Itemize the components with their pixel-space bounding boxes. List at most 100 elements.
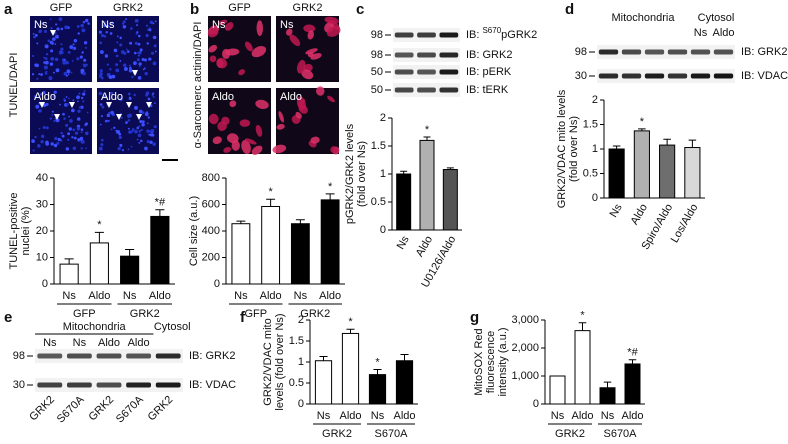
arrowhead <box>106 102 112 108</box>
nucleus <box>67 132 71 136</box>
nucleus <box>54 136 58 141</box>
nucleus <box>50 56 55 61</box>
nucleus <box>78 92 81 95</box>
nucleus <box>80 147 83 150</box>
nucleus <box>38 94 41 96</box>
treatment-label: Ns <box>73 337 87 349</box>
nucleus <box>53 143 58 148</box>
y-tick-label: 0.5 <box>289 377 304 389</box>
nucleus <box>148 28 152 32</box>
nucleus <box>150 51 155 55</box>
blot-band <box>37 353 63 359</box>
nucleus <box>51 113 54 116</box>
nucleus <box>60 27 64 31</box>
nucleus <box>141 122 145 127</box>
nucleus <box>138 65 141 68</box>
x-tick-label: Aldo <box>149 290 171 302</box>
nucleus <box>83 58 87 62</box>
nucleus <box>149 140 153 144</box>
nucleus <box>128 113 132 118</box>
lane-label: GRK2 <box>86 394 116 424</box>
nucleus <box>43 56 46 59</box>
nucleus <box>121 22 125 25</box>
nucleus <box>145 24 149 27</box>
error-bar <box>400 353 409 361</box>
row-label: Aldo <box>212 91 234 103</box>
nucleus <box>83 63 87 68</box>
treatment-label: Ns <box>43 337 57 349</box>
nucleus <box>56 141 60 145</box>
nucleus <box>99 41 102 45</box>
nucleus <box>49 117 52 120</box>
bar <box>574 330 591 405</box>
nucleus <box>44 57 48 60</box>
blot-band <box>417 32 436 38</box>
cell <box>326 26 341 37</box>
y-tick-label: 0 <box>214 278 220 290</box>
nucleus <box>136 126 140 130</box>
nucleus <box>55 68 60 73</box>
nucleus <box>72 99 75 102</box>
blot-band <box>417 69 436 75</box>
bar <box>120 255 140 285</box>
nucleus <box>138 125 141 128</box>
cell <box>238 69 246 76</box>
error-bar <box>64 258 74 265</box>
nucleus <box>147 116 150 119</box>
nucleus <box>76 126 81 131</box>
nucleus <box>139 119 143 124</box>
nucleus <box>101 105 105 109</box>
nucleus <box>115 68 120 73</box>
nucleus <box>106 24 109 28</box>
nucleus <box>45 142 50 146</box>
y-axis-label: (fold over Ns) <box>356 141 368 207</box>
nucleus <box>110 21 114 25</box>
bar <box>341 332 360 405</box>
nucleus <box>141 120 145 124</box>
group-label: GRK2 <box>130 308 160 320</box>
nucleus <box>65 147 70 151</box>
nucleus <box>45 70 48 74</box>
panel-letter: g <box>470 309 479 326</box>
nucleus <box>138 130 141 133</box>
y-tick-label: 600 <box>202 198 220 210</box>
mw-label: 30 <box>575 70 587 82</box>
probe-name: pGRK2 <box>501 29 537 41</box>
y-axis-label: levels (fold over Ns) <box>274 313 286 410</box>
cell <box>207 28 219 38</box>
nucleus <box>72 128 76 132</box>
row-label: Ns <box>280 19 294 31</box>
nucleus <box>65 74 68 77</box>
nucleus <box>121 148 125 152</box>
nucleus <box>139 139 143 143</box>
nucleus <box>73 136 77 140</box>
nucleus <box>82 92 86 96</box>
cell <box>216 57 228 69</box>
nucleus <box>149 134 151 136</box>
nucleus <box>125 121 128 124</box>
nucleus <box>53 119 56 123</box>
nucleus <box>80 105 84 109</box>
nucleus <box>65 96 68 98</box>
nucleus <box>69 119 73 123</box>
error-bar <box>94 231 104 243</box>
nucleus <box>144 71 148 76</box>
nucleus <box>69 45 74 49</box>
cell <box>296 96 306 111</box>
cell <box>223 146 232 153</box>
nucleus <box>40 134 45 139</box>
nucleus <box>57 137 61 142</box>
x-tick-label: Aldo <box>260 290 282 302</box>
nucleus <box>84 46 87 49</box>
nucleus <box>128 68 133 73</box>
nucleus <box>150 128 155 133</box>
nucleus <box>47 39 51 43</box>
nucleus <box>76 24 80 28</box>
nucleus <box>131 75 134 79</box>
bar <box>314 360 333 405</box>
nucleus <box>87 22 90 25</box>
y-axis-label: GRK2/VDAC mito levels <box>556 89 568 208</box>
panel-letter: d <box>565 1 574 18</box>
nucleus <box>127 119 131 122</box>
fraction-label: Mitochondria <box>612 12 676 24</box>
